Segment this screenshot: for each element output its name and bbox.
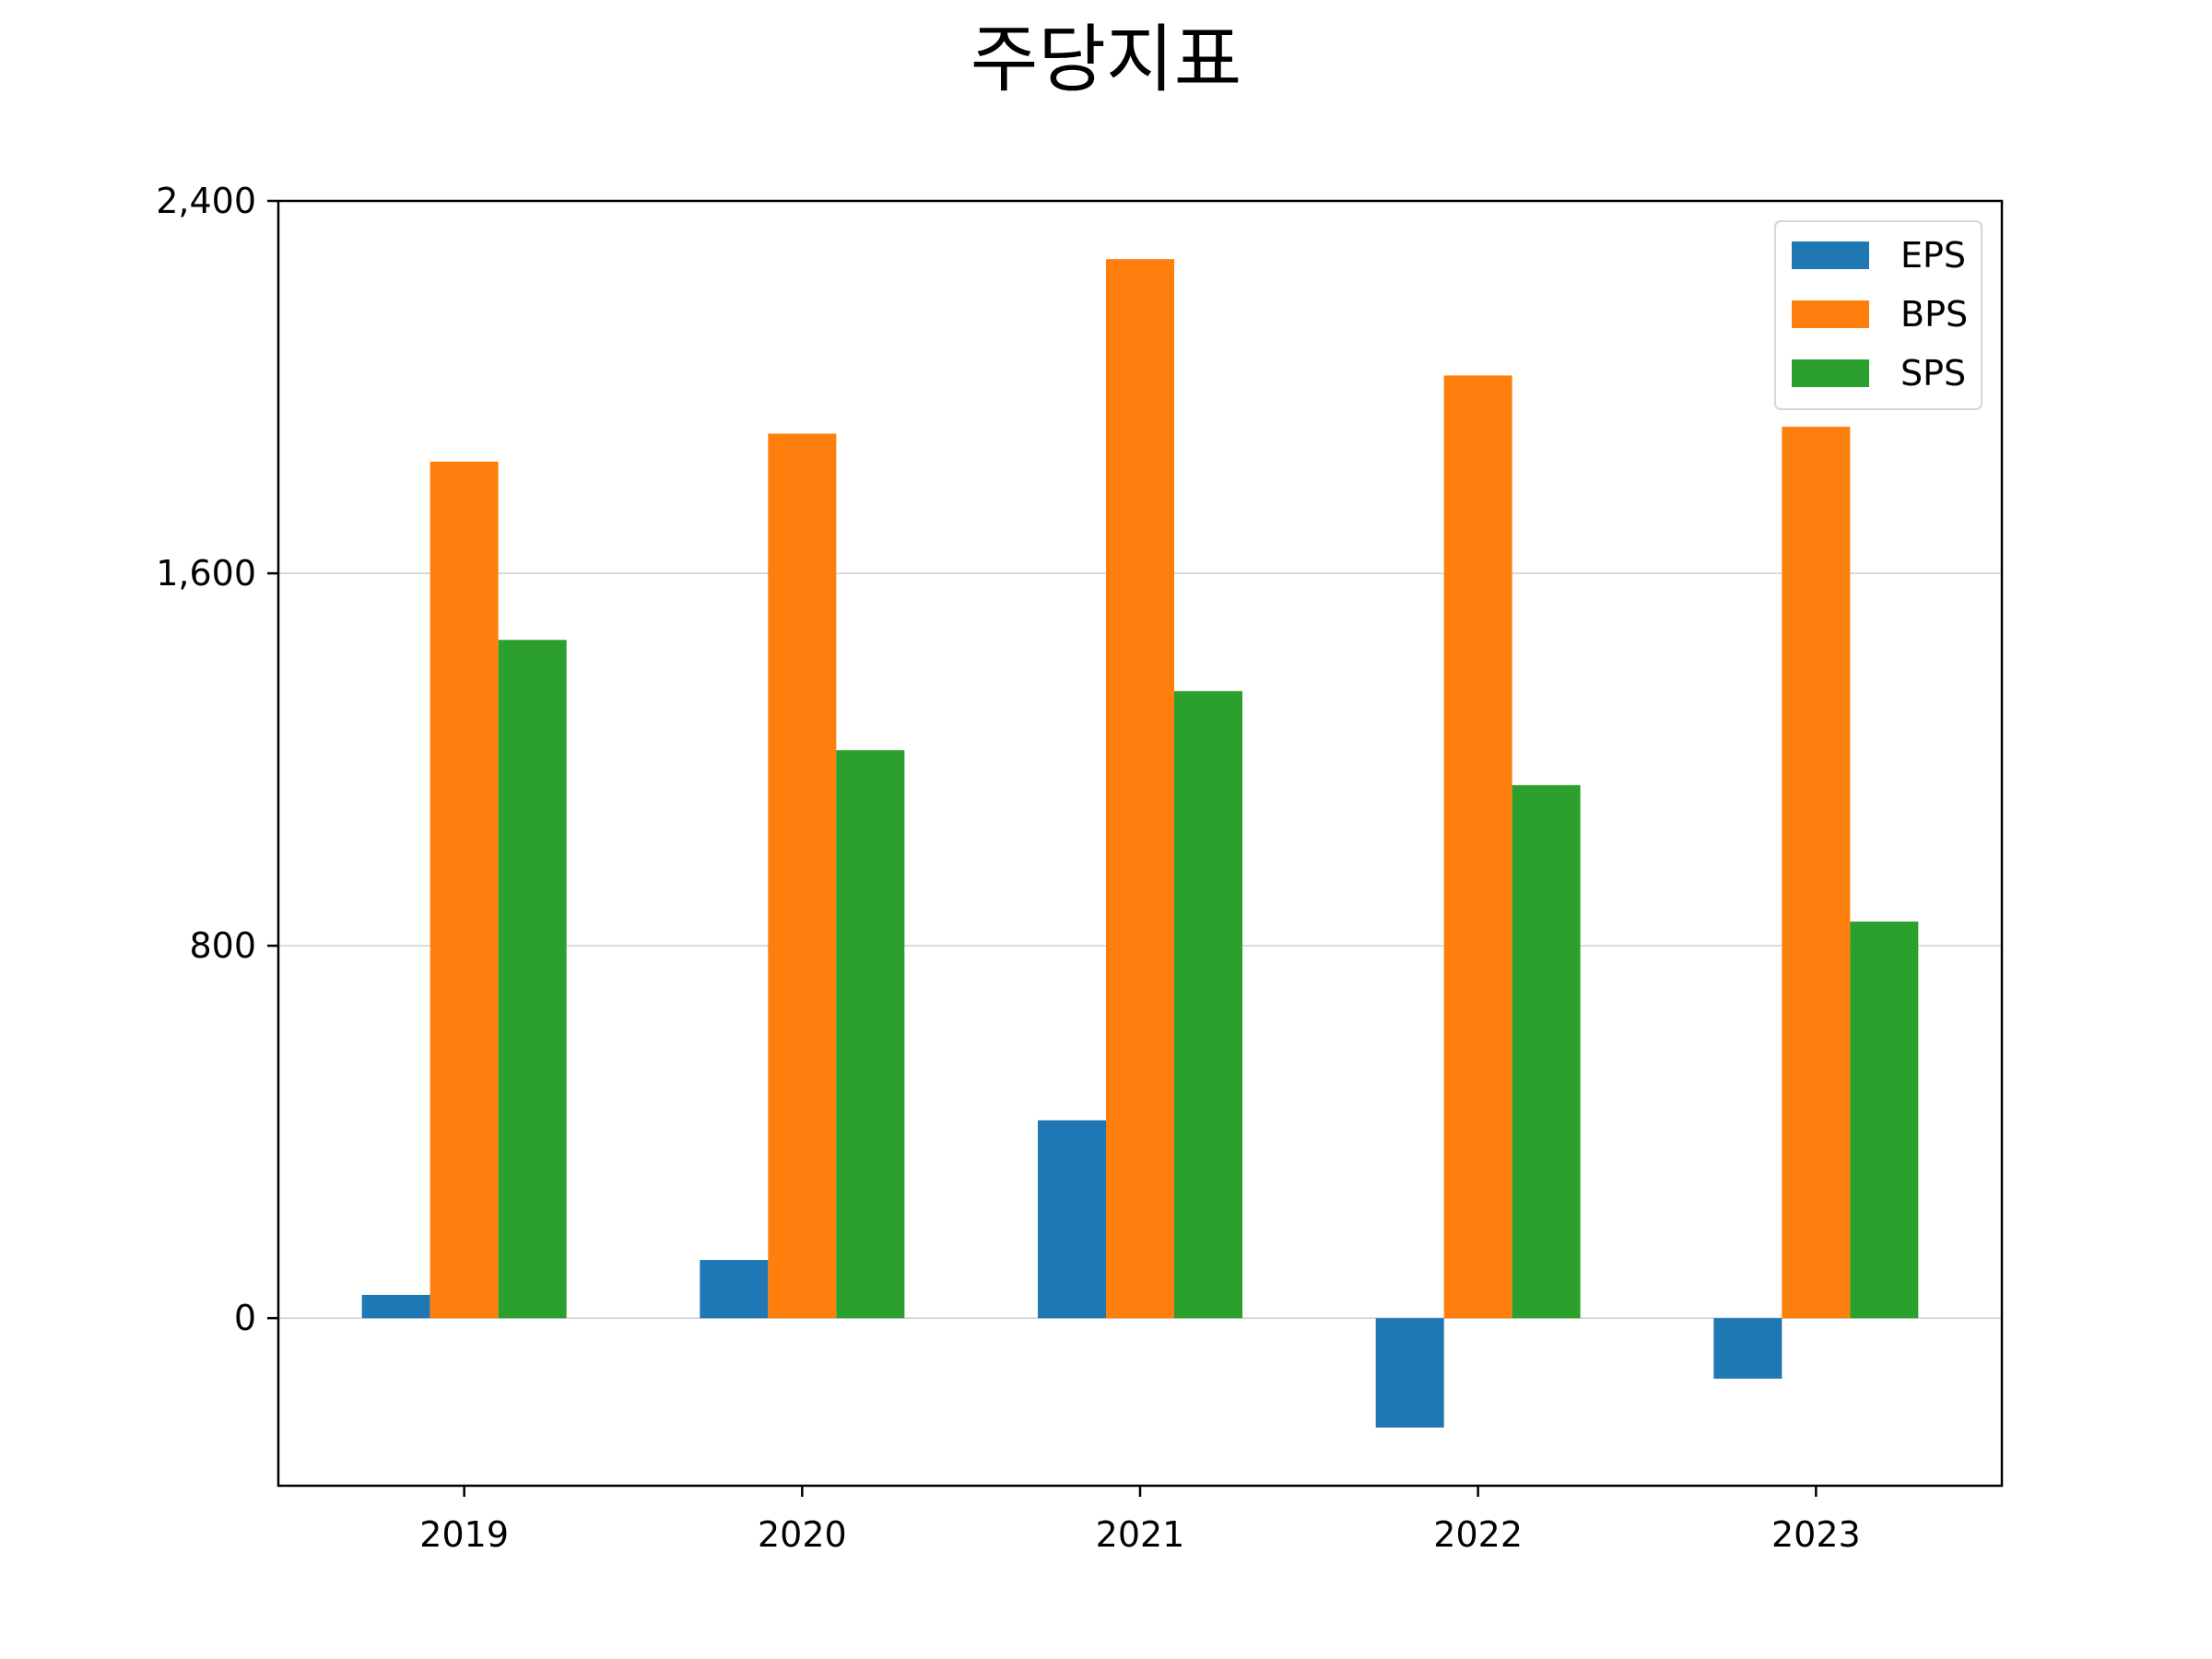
y-axis: 0 800 1,600 2,400 <box>156 181 278 1338</box>
x-tick-label: 2020 <box>758 1514 847 1555</box>
bar-sps-2019 <box>498 640 567 1319</box>
bar-sps-2021 <box>1174 690 1242 1319</box>
legend-label-sps: SPS <box>1900 353 1966 394</box>
x-tick-label: 2023 <box>1771 1514 1861 1555</box>
bar-sps-2022 <box>1512 784 1581 1319</box>
y-tick-label: 0 <box>234 1298 256 1338</box>
bars <box>361 259 1919 1428</box>
bar-bps-2023 <box>1782 426 1851 1319</box>
bar-bps-2022 <box>1443 375 1512 1319</box>
x-axis: 2019 2020 2021 2022 2023 <box>419 1486 1861 1555</box>
bar-bps-2019 <box>429 461 499 1319</box>
legend-swatch-eps <box>1792 241 1869 269</box>
legend-swatch-bps <box>1792 300 1869 328</box>
y-tick-label: 800 <box>189 925 256 966</box>
legend-label-bps: BPS <box>1900 294 1968 335</box>
legend-swatch-sps <box>1792 359 1869 387</box>
chart-title: 주당지표 <box>971 17 1241 102</box>
y-tick-label: 2,400 <box>156 181 256 221</box>
bar-bps-2020 <box>768 433 837 1319</box>
legend: EPS BPS SPS <box>1774 220 1983 410</box>
bar-bps-2021 <box>1106 259 1174 1319</box>
bar-eps-2022 <box>1375 1318 1444 1428</box>
y-tick-label: 1,600 <box>156 553 256 594</box>
bar-eps-2019 <box>361 1294 430 1319</box>
bar-sps-2020 <box>836 749 905 1319</box>
bar-eps-2021 <box>1038 1120 1106 1319</box>
x-tick-label: 2022 <box>1433 1514 1523 1555</box>
bar-eps-2020 <box>700 1260 769 1319</box>
x-tick-label: 2021 <box>1096 1514 1185 1555</box>
x-tick-label: 2019 <box>419 1514 509 1555</box>
bar-eps-2023 <box>1713 1318 1783 1379</box>
legend-label-eps: EPS <box>1900 235 1966 276</box>
bar-sps-2023 <box>1850 921 1919 1319</box>
